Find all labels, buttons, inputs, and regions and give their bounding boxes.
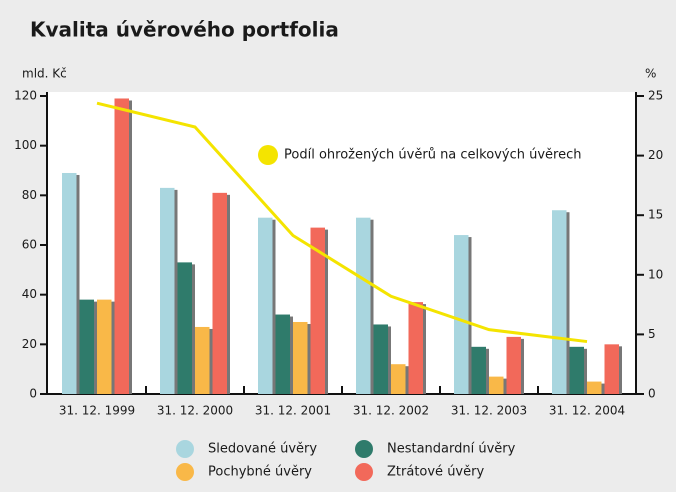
x-tick-label: 31. 12. 2004 bbox=[549, 404, 625, 418]
bar-shadow bbox=[566, 212, 570, 394]
bar-shadow bbox=[370, 219, 374, 394]
legend-marker bbox=[176, 463, 194, 481]
bar-shadow bbox=[307, 323, 311, 394]
legend-marker bbox=[355, 463, 373, 481]
bar-shadow bbox=[272, 219, 276, 394]
bar-shadow bbox=[388, 326, 391, 394]
bar bbox=[408, 302, 423, 394]
bar bbox=[569, 346, 584, 394]
bar-shadow bbox=[405, 366, 409, 394]
y-tick-label: 120 bbox=[14, 89, 37, 103]
plot-area bbox=[48, 92, 636, 394]
legend-label: Sledované úvěry bbox=[208, 442, 317, 457]
bar-shadow bbox=[486, 348, 489, 394]
y-tick-label: 40 bbox=[22, 287, 37, 301]
bar bbox=[310, 227, 325, 394]
bar-shadow bbox=[423, 304, 426, 394]
bar bbox=[356, 217, 371, 394]
bar bbox=[258, 217, 273, 394]
line bbox=[96, 101, 588, 344]
y-axis-label: mld. Kč bbox=[22, 67, 67, 81]
y2-tick-label: 15 bbox=[648, 208, 663, 222]
y-tick-label: 0 bbox=[29, 387, 37, 401]
bar bbox=[275, 314, 290, 394]
bar bbox=[587, 381, 602, 394]
legend-label: Nestandardní úvěry bbox=[387, 442, 516, 457]
bar bbox=[506, 336, 521, 394]
bar bbox=[293, 321, 308, 394]
y2-tick-label: 10 bbox=[648, 267, 663, 281]
bar-shadow bbox=[290, 316, 293, 394]
bar bbox=[391, 364, 406, 394]
bar bbox=[454, 235, 469, 394]
bar bbox=[195, 326, 210, 394]
y-tick-label: 100 bbox=[14, 138, 37, 152]
bar-shadow bbox=[584, 348, 587, 394]
bar bbox=[552, 210, 567, 394]
y-tick-label: 20 bbox=[22, 337, 37, 351]
bar-shadow bbox=[94, 301, 97, 394]
bar bbox=[212, 192, 227, 394]
bar-shadow bbox=[325, 229, 328, 394]
bar-shadow bbox=[601, 383, 605, 394]
bar bbox=[373, 324, 388, 394]
bar bbox=[114, 98, 129, 394]
bar bbox=[97, 299, 112, 394]
legend-marker bbox=[258, 145, 278, 165]
y2-tick-label: 25 bbox=[648, 89, 663, 103]
bar bbox=[177, 262, 192, 394]
bar-shadow bbox=[111, 301, 115, 394]
bar-shadow bbox=[192, 264, 195, 394]
bar-shadow bbox=[619, 346, 622, 394]
bar-shadow bbox=[521, 338, 524, 394]
bar-shadow bbox=[174, 189, 178, 394]
x-tick-label: 31. 12. 2000 bbox=[157, 404, 233, 418]
legend-label: Ztrátové úvěry bbox=[387, 465, 484, 480]
bar-shadow bbox=[227, 194, 230, 394]
legend-marker bbox=[176, 440, 194, 458]
legend-label: Pochybné úvěry bbox=[208, 465, 312, 480]
legend-marker bbox=[355, 440, 373, 458]
y2-axis-label: % bbox=[645, 67, 656, 81]
bar-shadow bbox=[129, 100, 132, 394]
bar-shadow bbox=[503, 378, 507, 394]
chart-title: Kvalita úvěrového portfolia bbox=[30, 18, 339, 42]
y-tick-label: 60 bbox=[22, 238, 37, 252]
y2-tick-label: 0 bbox=[648, 387, 656, 401]
bar bbox=[489, 376, 504, 394]
x-tick-label: 31. 12. 2001 bbox=[255, 404, 331, 418]
bar bbox=[471, 346, 486, 394]
y-tick-label: 80 bbox=[22, 188, 37, 202]
y2-tick-label: 20 bbox=[648, 148, 663, 162]
bar bbox=[604, 344, 619, 394]
y2-tick-label: 5 bbox=[648, 327, 656, 341]
x-tick-label: 31. 12. 2003 bbox=[451, 404, 527, 418]
x-tick-label: 31. 12. 2002 bbox=[353, 404, 429, 418]
bar bbox=[62, 172, 77, 394]
bar-shadow bbox=[209, 328, 213, 394]
legend-label: Podíl ohrožených úvěrů na celkových úvěr… bbox=[284, 148, 581, 163]
bar-shadow bbox=[76, 174, 80, 394]
x-tick-label: 31. 12. 1999 bbox=[59, 404, 135, 418]
bar-shadow bbox=[468, 237, 472, 394]
bar bbox=[79, 299, 94, 394]
bar bbox=[160, 187, 175, 394]
